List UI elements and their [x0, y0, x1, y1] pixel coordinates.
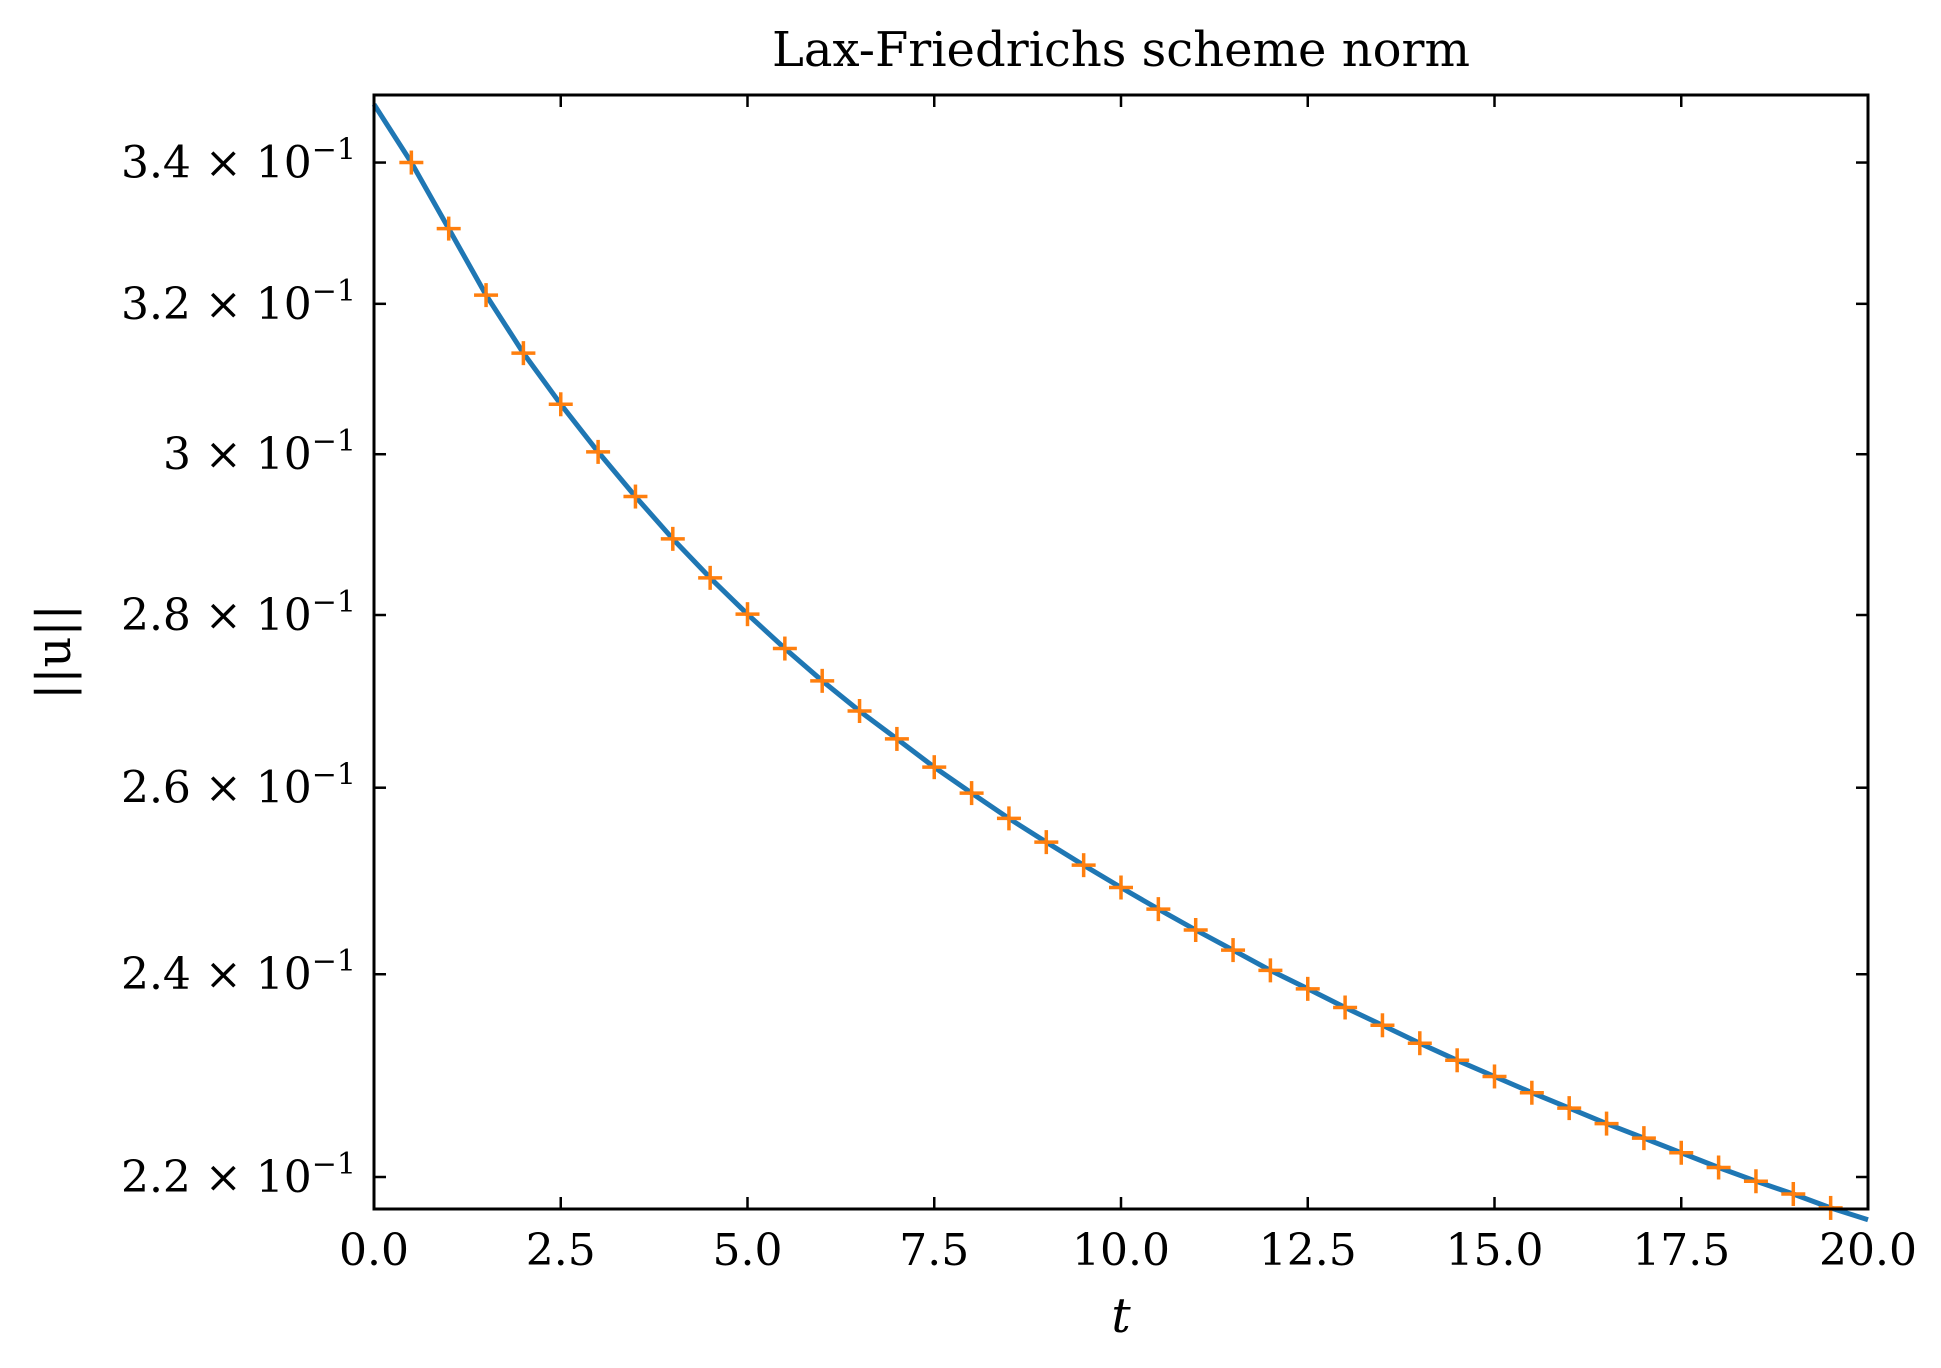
data-marker [922, 755, 947, 780]
series-line [371, 102, 1869, 1223]
data-marker [1407, 1031, 1432, 1056]
data-marker [623, 484, 648, 509]
data-marker [1109, 875, 1133, 900]
data-marker [1034, 830, 1059, 855]
data-marker [474, 283, 499, 308]
marker-series [399, 150, 1843, 1220]
x-tick-label: 0.0 [339, 1225, 409, 1276]
data-marker [735, 602, 760, 627]
x-tick-label: 20.0 [1819, 1225, 1917, 1276]
data-marker [959, 781, 984, 806]
data-marker [436, 216, 461, 241]
data-marker [1631, 1126, 1656, 1151]
data-marker [1258, 958, 1283, 983]
y-tick-label: 3.4 × 10−1 [121, 133, 356, 189]
y-tick-label: 2.8 × 10−1 [121, 585, 356, 641]
y-tick-label: 2.4 × 10−1 [121, 944, 356, 1000]
plot-frame [372, 93, 1870, 1211]
data-marker [772, 636, 797, 661]
y-tick-label: 3 × 10−1 [163, 424, 356, 480]
data-marker [586, 439, 611, 464]
data-marker [1333, 995, 1358, 1020]
data-marker [1594, 1111, 1619, 1136]
data-marker [847, 699, 872, 724]
data-marker [1071, 853, 1096, 878]
data-marker [399, 150, 424, 175]
data-marker [1221, 938, 1246, 963]
data-marker [1370, 1013, 1395, 1038]
data-marker [1482, 1064, 1507, 1089]
data-marker [1557, 1096, 1582, 1121]
data-marker [1146, 897, 1171, 922]
x-tick-label: 15.0 [1446, 1225, 1544, 1276]
data-marker [1183, 917, 1208, 942]
plot-area [371, 102, 1869, 1223]
data-marker [1706, 1155, 1731, 1180]
data-marker [1295, 976, 1320, 1001]
data-marker [698, 565, 723, 590]
x-tick-label: 10.0 [1072, 1225, 1170, 1276]
y-axis-label: ||u|| [26, 604, 82, 700]
y-tick-label: 2.6 × 10−1 [121, 758, 356, 814]
data-marker [1743, 1169, 1768, 1194]
data-marker [1519, 1080, 1544, 1105]
x-tick-label: 17.5 [1632, 1225, 1730, 1276]
data-marker [884, 726, 909, 751]
x-axis-label: t [1111, 1288, 1131, 1344]
x-tick-label: 12.5 [1259, 1225, 1357, 1276]
y-tick-label: 3.2 × 10−1 [121, 274, 356, 330]
x-axis-ticks: 0.0 2.5 5.0 7.5 10.0 12.5 15.0 17.5 20.0 [339, 95, 1917, 1276]
chart-title: Lax-Friedrichs scheme norm [772, 22, 1470, 78]
y-tick-label: 2.2 × 10−1 [121, 1147, 356, 1203]
data-marker [810, 668, 835, 693]
data-marker [996, 806, 1021, 831]
data-marker [1781, 1182, 1806, 1207]
x-tick-label: 5.0 [713, 1225, 783, 1276]
x-tick-label: 2.5 [526, 1225, 596, 1276]
data-marker [1669, 1140, 1694, 1165]
data-marker [660, 526, 685, 551]
x-tick-label: 7.5 [899, 1225, 969, 1276]
y-axis-ticks: 2.2 × 10−1 2.4 × 10−1 2.6 × 10−1 2.8 × 10−1… [121, 133, 1868, 1203]
data-marker [548, 392, 573, 417]
data-marker [1445, 1048, 1470, 1073]
data-marker [511, 341, 536, 366]
